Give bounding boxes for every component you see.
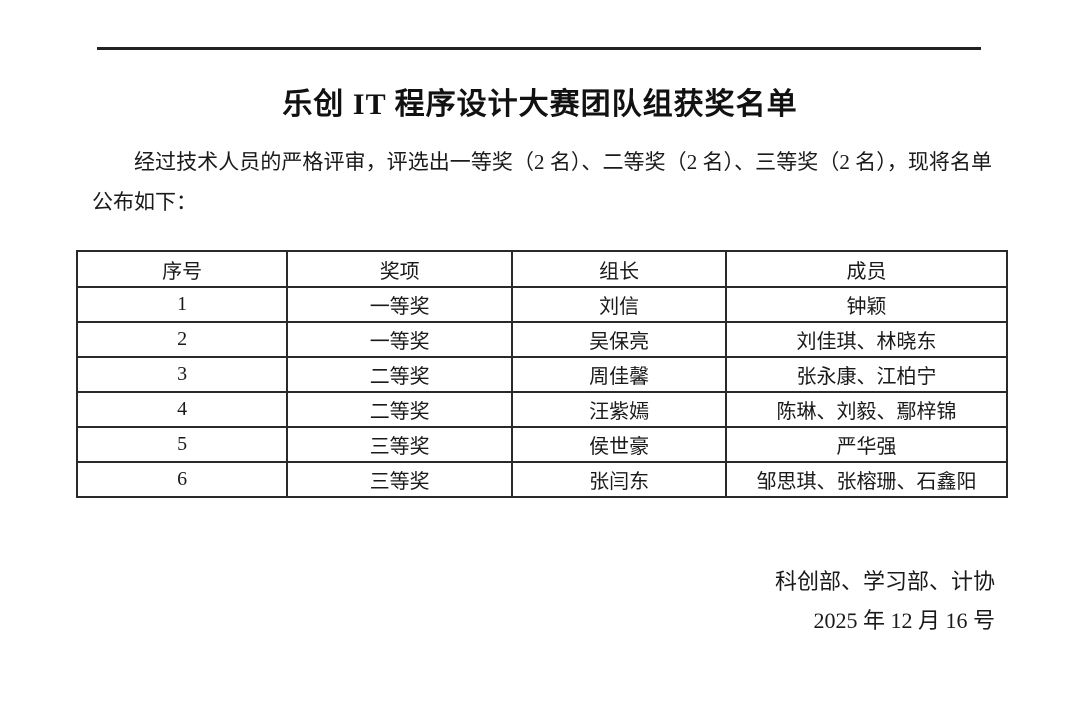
page-title: 乐创 IT 程序设计大赛团队组获奖名单 [282, 88, 798, 121]
column-header-index: 序号 [75, 250, 289, 288]
table-row: 2 一等奖 吴保亮 刘佳琪、林晓东 [75, 321, 1008, 358]
cell-index: 5 [75, 426, 289, 463]
table-row: 5 三等奖 侯世豪 严华强 [75, 426, 1008, 463]
cell-index: 4 [75, 391, 289, 428]
cell-leader: 刘信 [511, 286, 728, 323]
cell-members: 严华强 [725, 426, 1008, 463]
cell-award: 二等奖 [286, 356, 514, 393]
cell-leader: 侯世豪 [511, 426, 728, 463]
cell-award: 三等奖 [286, 461, 514, 498]
cell-index: 1 [75, 286, 289, 323]
table-row: 1 一等奖 刘信 钟颖 [75, 286, 1008, 323]
table-row: 4 二等奖 汪紫嫣 陈琳、刘毅、鄢梓锦 [75, 391, 1008, 428]
table-header-row: 序号 奖项 组长 成员 [75, 250, 1008, 288]
cell-award: 三等奖 [286, 426, 514, 463]
cell-leader: 张闫东 [511, 461, 728, 498]
signature-date: 2025 年 12 月 16 号 [813, 608, 995, 633]
table-row: 6 三等奖 张闫东 邹思琪、张榕珊、石鑫阳 [75, 461, 1008, 498]
cell-award: 一等奖 [286, 321, 514, 358]
column-header-leader: 组长 [511, 250, 728, 288]
cell-leader: 周佳馨 [511, 356, 728, 393]
cell-leader: 汪紫嫣 [511, 391, 728, 428]
column-header-members: 成员 [725, 250, 1008, 288]
cell-award: 一等奖 [286, 286, 514, 323]
cell-members: 陈琳、刘毅、鄢梓锦 [725, 391, 1008, 428]
cell-index: 3 [75, 356, 289, 393]
header-rule [97, 47, 981, 50]
cell-index: 6 [75, 461, 289, 498]
signature-block: 科创部、学习部、计协 2025 年 12 月 16 号 [775, 562, 995, 640]
cell-members: 张永康、江柏宁 [725, 356, 1008, 393]
cell-members: 刘佳琪、林晓东 [725, 321, 1008, 358]
intro-paragraph: 经过技术人员的严格评审，评选出一等奖（2 名）、二等奖（2 名）、三等奖（2 名… [92, 150, 992, 214]
cell-leader: 吴保亮 [511, 321, 728, 358]
cell-award: 二等奖 [286, 391, 514, 428]
cell-index: 2 [75, 321, 289, 358]
table-row: 3 二等奖 周佳馨 张永康、江柏宁 [75, 356, 1008, 393]
cell-members: 钟颖 [725, 286, 1008, 323]
awards-table: 序号 奖项 组长 成员 1 一等奖 刘信 钟颖 2 一等奖 吴保亮 刘佳琪、林晓… [75, 250, 1008, 498]
column-header-award: 奖项 [286, 250, 514, 288]
signature-departments: 科创部、学习部、计协 [774, 569, 995, 594]
cell-members: 邹思琪、张榕珊、石鑫阳 [725, 461, 1008, 498]
